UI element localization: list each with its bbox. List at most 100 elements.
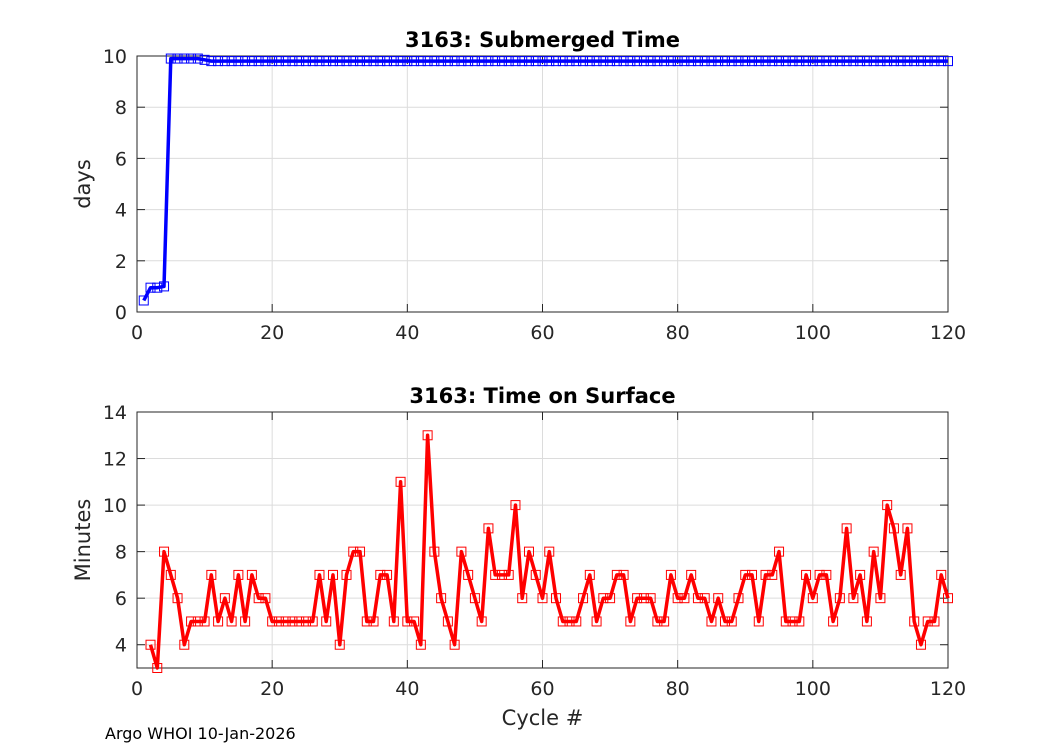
data-point bbox=[321, 616, 332, 627]
x-tick-label: 0 bbox=[131, 322, 143, 344]
data-point bbox=[895, 56, 906, 67]
data-point bbox=[821, 569, 832, 580]
series-group bbox=[145, 430, 953, 673]
data-point bbox=[618, 569, 629, 580]
data-point bbox=[551, 56, 562, 67]
data-point bbox=[821, 56, 832, 67]
data-point bbox=[476, 616, 487, 627]
data-point bbox=[402, 616, 413, 627]
data-point bbox=[314, 569, 325, 580]
data-point bbox=[159, 546, 170, 557]
data-point bbox=[496, 569, 507, 580]
data-point bbox=[348, 56, 359, 67]
data-point bbox=[936, 56, 947, 67]
data-point bbox=[605, 56, 616, 67]
data-point bbox=[517, 56, 528, 67]
data-point bbox=[807, 56, 818, 67]
data-point bbox=[895, 569, 906, 580]
data-point bbox=[888, 523, 899, 534]
data-point bbox=[625, 616, 636, 627]
data-point bbox=[172, 593, 183, 604]
data-point bbox=[152, 663, 163, 673]
data-point bbox=[436, 593, 447, 604]
data-point bbox=[280, 56, 291, 67]
data-point bbox=[584, 56, 595, 67]
y-axis-label: days bbox=[71, 159, 95, 209]
data-point bbox=[341, 56, 352, 67]
data-point bbox=[888, 56, 899, 67]
data-point bbox=[861, 616, 872, 627]
data-point bbox=[219, 56, 230, 67]
data-point bbox=[503, 56, 514, 67]
data-point bbox=[665, 569, 676, 580]
data-point bbox=[361, 616, 372, 627]
data-point bbox=[557, 616, 568, 627]
x-tick-label: 120 bbox=[930, 322, 966, 344]
data-point bbox=[253, 56, 264, 67]
y-tick-label: 10 bbox=[103, 46, 127, 68]
data-point bbox=[382, 56, 393, 67]
data-point bbox=[625, 56, 636, 67]
data-point bbox=[665, 56, 676, 67]
data-point bbox=[388, 56, 399, 67]
y-tick-label: 6 bbox=[115, 588, 127, 610]
data-point bbox=[355, 56, 366, 67]
data-point bbox=[233, 56, 244, 67]
data-point bbox=[726, 56, 737, 67]
data-point bbox=[530, 569, 541, 580]
data-point bbox=[598, 593, 609, 604]
data-point bbox=[760, 569, 771, 580]
data-point bbox=[523, 546, 534, 557]
x-tick-label: 100 bbox=[795, 678, 831, 700]
data-point bbox=[537, 56, 548, 67]
data-point bbox=[571, 56, 582, 67]
data-point bbox=[848, 56, 859, 67]
data-point bbox=[456, 546, 467, 557]
data-point bbox=[638, 56, 649, 67]
data-point bbox=[463, 56, 474, 67]
data-point bbox=[517, 593, 528, 604]
data-point bbox=[767, 56, 778, 67]
data-point bbox=[807, 593, 818, 604]
data-point bbox=[794, 56, 805, 67]
data-point bbox=[834, 56, 845, 67]
data-point bbox=[165, 53, 176, 64]
data-point bbox=[692, 56, 703, 67]
footer-stamp: Argo WHOI 10-Jan-2026 bbox=[105, 724, 296, 743]
data-point bbox=[267, 616, 278, 627]
data-point bbox=[706, 616, 717, 627]
data-point bbox=[801, 56, 812, 67]
data-point bbox=[611, 56, 622, 67]
data-point bbox=[186, 53, 197, 64]
data-point bbox=[787, 56, 798, 67]
data-point bbox=[719, 56, 730, 67]
data-point bbox=[368, 56, 379, 67]
data-point bbox=[348, 546, 359, 557]
x-tick-label: 20 bbox=[260, 678, 284, 700]
data-point bbox=[260, 56, 271, 67]
data-point bbox=[591, 616, 602, 627]
surface-time-axes: 0 20 40 60 80 100 120 4 6 8 10 12 14 3163: Time on Su… bbox=[71, 384, 966, 730]
data-point bbox=[415, 56, 426, 67]
y-tick-label: 12 bbox=[103, 449, 127, 471]
data-point bbox=[219, 593, 230, 604]
data-point bbox=[449, 639, 460, 650]
y-tick-label: 4 bbox=[115, 635, 127, 657]
data-point bbox=[909, 56, 920, 67]
data-point bbox=[314, 56, 325, 67]
data-point bbox=[415, 639, 426, 650]
data-point bbox=[206, 569, 217, 580]
x-tick-label: 60 bbox=[530, 678, 554, 700]
data-point bbox=[273, 616, 284, 627]
data-point bbox=[652, 616, 663, 627]
data-point bbox=[300, 616, 311, 627]
data-point bbox=[388, 616, 399, 627]
data-point bbox=[909, 616, 920, 627]
data-point bbox=[564, 56, 575, 67]
data-point bbox=[943, 56, 953, 67]
data-point bbox=[260, 593, 271, 604]
data-point bbox=[510, 56, 521, 67]
data-point bbox=[307, 56, 318, 67]
data-point bbox=[632, 593, 643, 604]
data-point bbox=[361, 56, 372, 67]
